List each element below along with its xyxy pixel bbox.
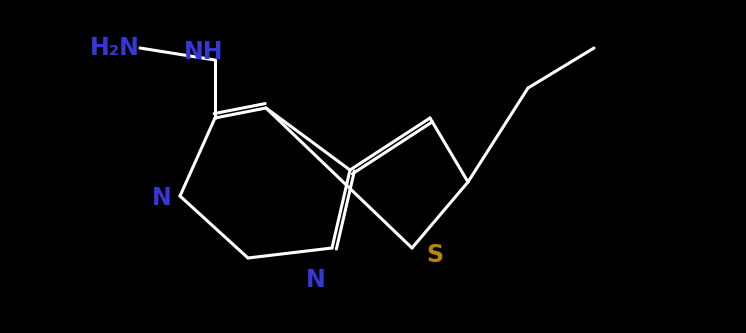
Text: NH: NH bbox=[184, 40, 224, 64]
Text: S: S bbox=[426, 243, 443, 267]
Text: N: N bbox=[306, 268, 326, 292]
Text: H₂N: H₂N bbox=[90, 36, 140, 60]
Text: N: N bbox=[152, 186, 172, 210]
